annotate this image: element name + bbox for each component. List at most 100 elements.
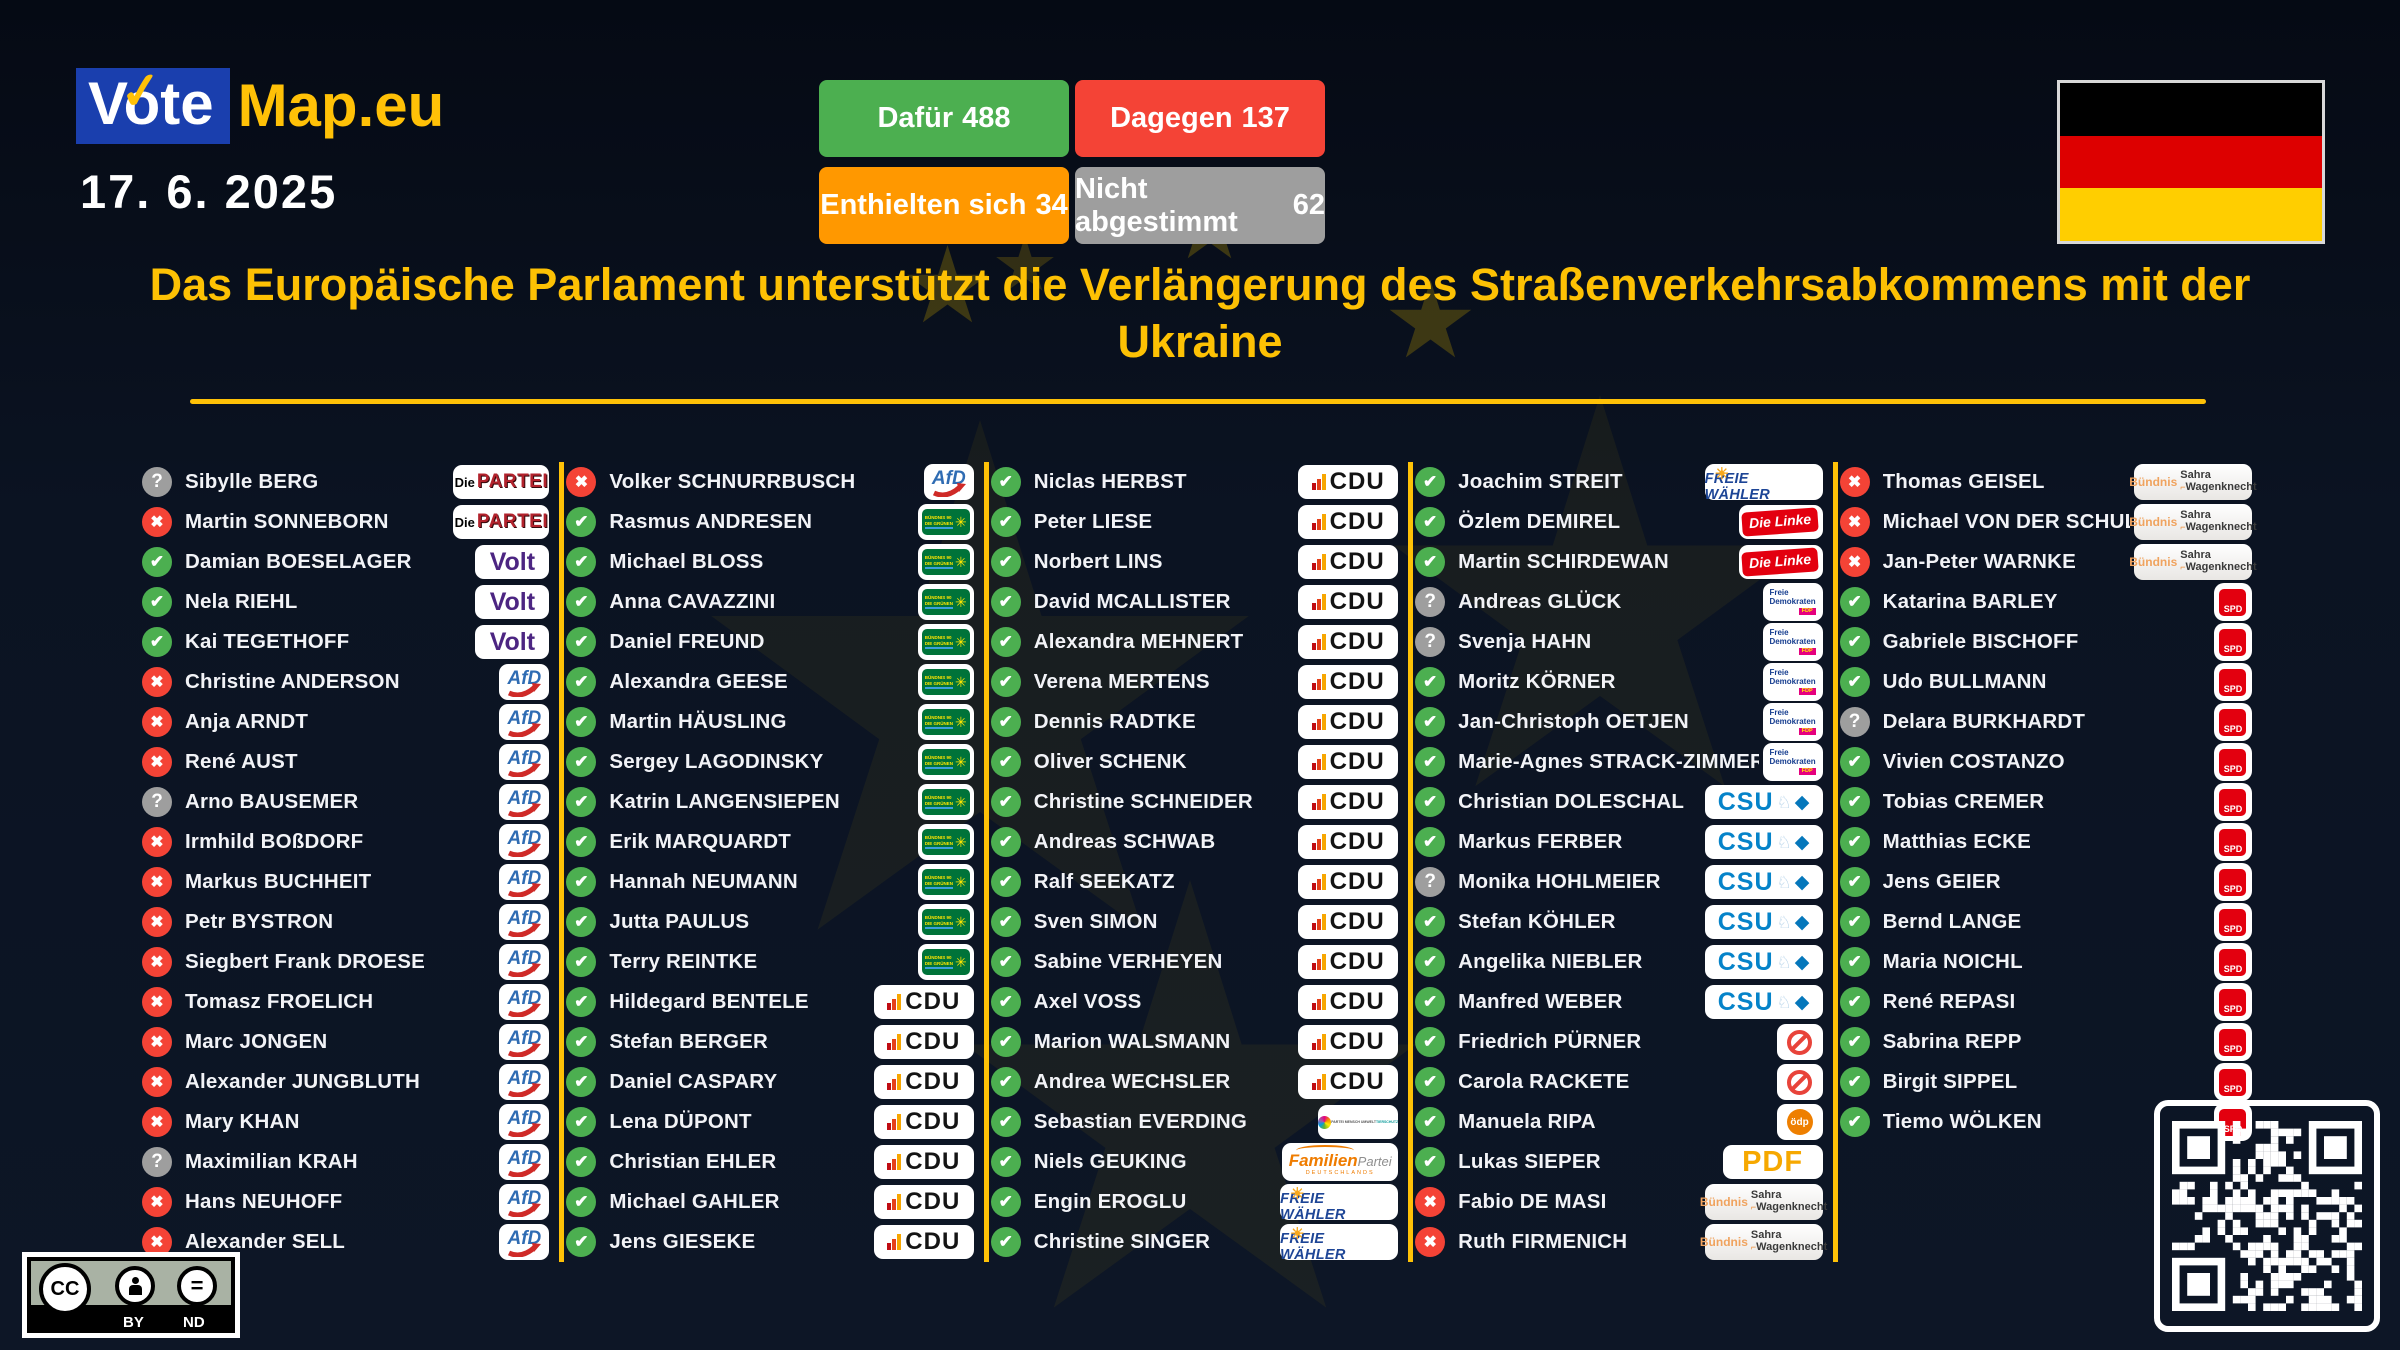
mep-row[interactable]: ✔ Sabine VERHEYEN CDU xyxy=(990,942,1399,982)
mep-row[interactable]: ✔ Gabriele BISCHOFF SPD xyxy=(1839,622,2252,662)
mep-row[interactable]: ✖ Martin SONNEBORN Die PARTEI xyxy=(142,502,550,542)
mep-row[interactable]: ✔ Matthias ECKE SPD xyxy=(1839,822,2252,862)
mep-row[interactable]: ✔ Hildegard BENTELE CDU xyxy=(566,982,974,1022)
mep-row[interactable]: ✔ Moritz KÖRNER Freie Demokraten FDP xyxy=(1415,662,1823,702)
mep-row[interactable]: ✔ Markus FERBER CSU ♘ ◆ xyxy=(1415,822,1823,862)
mep-row[interactable]: ✔ Verena MERTENS CDU xyxy=(990,662,1399,702)
mep-row[interactable]: ✔ Anna CAVAZZINI BÜNDNIS 90 DIE GRÜNEN ✳ xyxy=(566,582,974,622)
mep-row[interactable]: ? Andreas GLÜCK Freie Demokraten FDP xyxy=(1415,582,1823,622)
mep-row[interactable]: ✔ Martin SCHIRDEWAN Die Linke xyxy=(1415,542,1823,582)
mep-row[interactable]: ✔ Michael BLOSS BÜNDNIS 90 DIE GRÜNEN ✳ xyxy=(566,542,974,582)
mep-row[interactable]: ✔ Hannah NEUMANN BÜNDNIS 90 DIE GRÜNEN ✳ xyxy=(566,862,974,902)
mep-row[interactable]: ✖ Markus BUCHHEIT AfD xyxy=(142,862,550,902)
mep-row[interactable]: ✖ Siegbert Frank DROESE AfD xyxy=(142,942,550,982)
mep-row[interactable]: ✔ Manuela RIPA ödp xyxy=(1415,1102,1823,1142)
mep-row[interactable]: ✔ David MCALLISTER CDU xyxy=(990,582,1399,622)
mep-row[interactable]: ✔ Lena DÜPONT CDU xyxy=(566,1102,974,1142)
mep-row[interactable]: ✔ Stefan KÖHLER CSU ♘ ◆ xyxy=(1415,902,1823,942)
mep-row[interactable]: ✖ Anja ARNDT AfD xyxy=(142,702,550,742)
mep-row[interactable]: ? Svenja HAHN Freie Demokraten FDP xyxy=(1415,622,1823,662)
mep-row[interactable]: ? Sibylle BERG Die PARTEI xyxy=(142,462,550,502)
mep-row[interactable]: ✖ Petr BYSTRON AfD xyxy=(142,902,550,942)
mep-row[interactable]: ✔ Christine SINGER ☀ FREIE WÄHLER xyxy=(990,1222,1399,1263)
mep-row[interactable]: ✔ Maria NOICHL SPD xyxy=(1839,942,2252,982)
mep-row[interactable]: ✔ Lukas SIEPER PDF xyxy=(1415,1142,1823,1182)
mep-row[interactable]: ✖ René AUST AfD xyxy=(142,742,550,782)
mep-row[interactable]: ✖ Marc JONGEN AfD xyxy=(142,1022,550,1062)
cc-license-badge[interactable]: CC = BY ND xyxy=(22,1252,240,1338)
mep-row[interactable]: ? Delara BURKHARDT SPD xyxy=(1839,702,2252,742)
mep-row[interactable]: ✔ Engin EROGLU ☀ FREIE WÄHLER xyxy=(990,1182,1399,1223)
mep-row[interactable]: ✔ Stefan BERGER CDU xyxy=(566,1022,974,1062)
mep-row[interactable]: ✖ Thomas GEISEL Bündnis Sahra ⌐Wagenknecht xyxy=(1839,462,2257,502)
mep-row[interactable]: ✔ Angelika NIEBLER CSU ♘ ◆ xyxy=(1415,942,1823,982)
mep-row[interactable]: ✔ Bernd LANGE SPD xyxy=(1839,902,2252,942)
mep-row[interactable]: ✔ Manfred WEBER CSU ♘ ◆ xyxy=(1415,982,1823,1022)
mep-row[interactable]: ✖ Jan-Peter WARNKE Bündnis Sahra ⌐Wagenknech… xyxy=(1839,542,2257,582)
result-against-button[interactable]: Dagegen 137 xyxy=(1075,80,1325,157)
mep-row[interactable]: ✔ Vivien COSTANZO SPD xyxy=(1839,742,2252,782)
mep-row[interactable]: ✔ Jens GEIER SPD xyxy=(1839,862,2252,902)
mep-row[interactable]: ✔ Tobias CREMER SPD xyxy=(1839,782,2252,822)
mep-row[interactable]: ✖ Alexander JUNGBLUTH AfD xyxy=(142,1062,550,1102)
mep-row[interactable]: ✔ Alexandra GEESE BÜNDNIS 90 DIE GRÜNEN ✳ xyxy=(566,662,974,702)
site-logo[interactable]: Vote ✓ Map.eu xyxy=(76,61,444,144)
mep-row[interactable]: ✔ Peter LIESE CDU xyxy=(990,502,1399,542)
mep-row[interactable]: ✔ Erik MARQUARDT BÜNDNIS 90 DIE GRÜNEN ✳ xyxy=(566,822,974,862)
qr-code[interactable] xyxy=(2154,1100,2380,1332)
mep-row[interactable]: ✔ Nela RIEHL Volt xyxy=(142,582,550,622)
mep-row[interactable]: ✖ Fabio DE MASI Bündnis Sahra ⌐Wagenknecht xyxy=(1415,1182,1827,1222)
mep-row[interactable]: ✔ Özlem DEMIREL Die Linke xyxy=(1415,502,1823,542)
mep-row[interactable]: ✖ Alexander SELL AfD xyxy=(142,1222,550,1262)
mep-row[interactable]: ✔ Friedrich PÜRNER xyxy=(1415,1022,1823,1062)
mep-row[interactable]: ✔ Katarina BARLEY SPD xyxy=(1839,582,2252,622)
mep-row[interactable]: ✖ Tomasz FROELICH AfD xyxy=(142,982,550,1022)
mep-row[interactable]: ✔ Andreas SCHWAB CDU xyxy=(990,822,1399,862)
mep-row[interactable]: ✔ Marion WALSMANN CDU xyxy=(990,1022,1399,1062)
mep-row[interactable]: ✔ Christine SCHNEIDER CDU xyxy=(990,782,1399,822)
mep-row[interactable]: ✖ Ruth FIRMENICH Bündnis Sahra ⌐Wagenknecht xyxy=(1415,1222,1827,1262)
mep-row[interactable]: ✔ Christian EHLER CDU xyxy=(566,1142,974,1182)
mep-row[interactable]: ✔ Martin HÄUSLING BÜNDNIS 90 DIE GRÜNEN ✳ xyxy=(566,702,974,742)
mep-row[interactable]: ✔ Udo BULLMANN SPD xyxy=(1839,662,2252,702)
mep-row[interactable]: ✖ Michael VON DER SCHULENBURGBündnisSahra… xyxy=(1839,502,2257,542)
mep-row[interactable]: ✔ Niels GEUKING Familien Partei DEUTSCHLANDS xyxy=(990,1142,1399,1182)
mep-row[interactable]: ? Arno BAUSEMER AfD xyxy=(142,782,550,822)
result-abstain-button[interactable]: Enthielten sich 34 xyxy=(819,167,1069,244)
mep-row[interactable]: ✔ Oliver SCHENK CDU xyxy=(990,742,1399,782)
mep-row[interactable]: ✔ Birgit SIPPEL SPD xyxy=(1839,1062,2252,1102)
mep-row[interactable]: ✖ Irmhild BOßDORF AfD xyxy=(142,822,550,862)
mep-row[interactable]: ✔ Andrea WECHSLER CDU xyxy=(990,1062,1399,1102)
mep-row[interactable]: ✔ Sven SIMON CDU xyxy=(990,902,1399,942)
mep-row[interactable]: ✔ Dennis RADTKE CDU xyxy=(990,702,1399,742)
mep-row[interactable]: ✖ Hans NEUHOFF AfD xyxy=(142,1182,550,1222)
mep-row[interactable]: ✔ Axel VOSS CDU xyxy=(990,982,1399,1022)
mep-row[interactable]: ✔ Sabrina REPP SPD xyxy=(1839,1022,2252,1062)
result-novote-button[interactable]: Nicht abgestimmt 62 xyxy=(1075,167,1325,244)
mep-row[interactable]: ✔ Michael GAHLER CDU xyxy=(566,1182,974,1222)
mep-row[interactable]: ? Maximilian KRAH AfD xyxy=(142,1142,550,1182)
mep-row[interactable]: ✔ Katrin LANGENSIEPEN BÜNDNIS 90 DIE GRÜNEN… xyxy=(566,782,974,822)
mep-row[interactable]: ✔ Jens GIESEKE CDU xyxy=(566,1222,974,1262)
mep-row[interactable]: ✔ René REPASI SPD xyxy=(1839,982,2252,1022)
mep-row[interactable]: ✖ Mary KHAN AfD xyxy=(142,1102,550,1142)
mep-row[interactable]: ✖ Volker SCHNURRBUSCH AfD xyxy=(566,462,974,502)
mep-row[interactable]: ✔ Kai TEGETHOFF Volt xyxy=(142,622,550,662)
result-for-button[interactable]: Dafür 488 xyxy=(819,80,1069,157)
mep-row[interactable]: ✔ Carola RACKETE xyxy=(1415,1062,1823,1102)
mep-row[interactable]: ✔ Sebastian EVERDING PARTEI MENSCH UMWELT T… xyxy=(990,1102,1399,1142)
mep-row[interactable]: ✖ Christine ANDERSON AfD xyxy=(142,662,550,702)
mep-row[interactable]: ✔ Damian BOESELAGER Volt xyxy=(142,542,550,582)
mep-row[interactable]: ✔ Daniel FREUND BÜNDNIS 90 DIE GRÜNEN ✳ xyxy=(566,622,974,662)
mep-row[interactable]: ✔ Niclas HERBST CDU xyxy=(990,462,1399,502)
mep-row[interactable]: ✔ Terry REINTKE BÜNDNIS 90 DIE GRÜNEN ✳ xyxy=(566,942,974,982)
mep-row[interactable]: ✔ Sergey LAGODINSKY BÜNDNIS 90 DIE GRÜNEN ✳ xyxy=(566,742,974,782)
mep-row[interactable]: ✔ Alexandra MEHNERT CDU xyxy=(990,622,1399,662)
mep-row[interactable]: ✔ Jutta PAULUS BÜNDNIS 90 DIE GRÜNEN ✳ xyxy=(566,902,974,942)
mep-row[interactable]: ✔ Christian DOLESCHAL CSU ♘ ◆ xyxy=(1415,782,1823,822)
mep-row[interactable]: ✔ Rasmus ANDRESEN BÜNDNIS 90 DIE GRÜNEN ✳ xyxy=(566,502,974,542)
mep-row[interactable]: ✔ Daniel CASPARY CDU xyxy=(566,1062,974,1102)
mep-row[interactable]: ✔ Jan-Christoph OETJEN Freie Demokraten FDP xyxy=(1415,702,1823,742)
mep-row[interactable]: ✔ Marie-Agnes STRACK-ZIMMERMANN FreieDemok… xyxy=(1415,742,1823,782)
mep-row[interactable]: ✔ Norbert LINS CDU xyxy=(990,542,1399,582)
